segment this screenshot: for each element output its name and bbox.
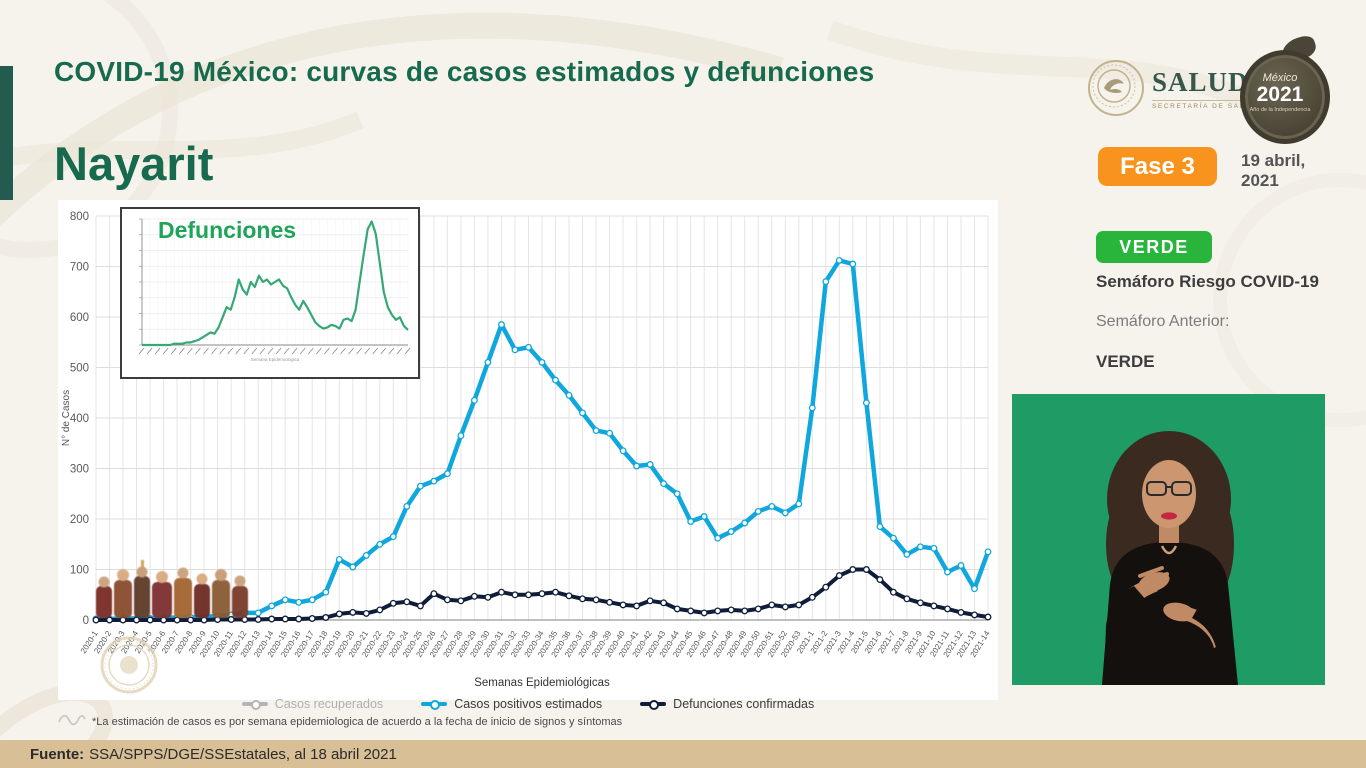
independence-figures-art — [96, 560, 248, 618]
legend-label: Casos positivos estimados — [454, 697, 603, 711]
source-label: Fuente: — [30, 745, 85, 763]
legend-item: Defunciones confirmadas — [640, 697, 814, 711]
legend-label: Defunciones confirmadas — [673, 697, 815, 711]
semaforo-previous-value: VERDE — [1096, 352, 1155, 371]
salud-eagle-seal-icon — [1088, 60, 1144, 116]
svg-text:N° de Casos: N° de Casos — [61, 390, 72, 446]
mx2021-line1: México — [1262, 71, 1298, 84]
legend-marker-icon — [421, 699, 448, 710]
page-title: COVID-19 México: curvas de casos estimad… — [54, 56, 875, 87]
semaforo-previous-label: Semáforo Anterior: — [1096, 313, 1230, 330]
date-line1: 19 abril, — [1241, 151, 1306, 170]
semaforo-current-badge: VERDE — [1096, 231, 1212, 263]
svg-text:800: 800 — [70, 211, 89, 223]
date-label: 19 abril, 2021 — [1241, 151, 1305, 190]
mx2021-line3: Año de la Independencia — [1249, 106, 1311, 113]
interpreter-illustration — [1012, 394, 1325, 685]
inset-chart-title: Defunciones — [158, 217, 297, 243]
svg-text:300: 300 — [70, 464, 89, 476]
wave-icon — [58, 714, 86, 726]
svg-text:0: 0 — [83, 615, 89, 627]
semaforo-risk-label: Semáforo Riesgo COVID-19 — [1096, 272, 1319, 291]
sign-interpreter-video — [1012, 394, 1325, 685]
main-chart-svg: 01002003004005006007008002020-12020-2202… — [61, 211, 992, 689]
accent-bar — [0, 66, 13, 200]
chart-legend: Casos recuperados Casos positivos estimad… — [58, 697, 998, 711]
salud-logo: SALUD SECRETARÍA DE SALUD — [1088, 60, 1258, 116]
svg-text:100: 100 — [70, 565, 89, 577]
svg-text:400: 400 — [70, 413, 89, 425]
date-line2: 2021 — [1241, 170, 1279, 190]
legend-item: Casos positivos estimados — [421, 697, 602, 711]
legend-marker-icon — [241, 699, 268, 710]
mx2021-line2: 2021 — [1256, 82, 1304, 106]
svg-text:Semanas Epidemiológicas: Semanas Epidemiológicas — [474, 677, 610, 689]
legend-item: Casos recuperados — [241, 697, 384, 711]
svg-text:600: 600 — [70, 312, 89, 324]
inset-chart-svg: Semana Epidemiológica — [138, 218, 411, 362]
legend-marker-icon — [640, 699, 667, 710]
mexico-2021-emblem: México 2021 Año de la Independencia — [1238, 33, 1330, 144]
svg-text:700: 700 — [70, 262, 89, 274]
chart-footnote: *La estimación de casos es por semana ep… — [92, 716, 623, 728]
inset-deaths-chart: Semana Epidemiológica Defunciones — [120, 207, 420, 379]
source-footer: Fuente: SSA/SPPS/DGE/SSEstatales, al 18 … — [0, 740, 1366, 768]
state-title: Nayarit — [54, 137, 214, 190]
svg-text:Semana Epidemiológica: Semana Epidemiológica — [251, 357, 300, 362]
legend-label: Casos recuperados — [274, 697, 384, 711]
source-text: SSA/SPPS/DGE/SSEstatales, al 18 abril 20… — [89, 745, 397, 763]
svg-text:200: 200 — [70, 514, 89, 526]
svg-text:500: 500 — [70, 363, 89, 375]
seal-watermark-icon — [100, 636, 158, 694]
phase-badge: Fase 3 — [1098, 147, 1217, 186]
